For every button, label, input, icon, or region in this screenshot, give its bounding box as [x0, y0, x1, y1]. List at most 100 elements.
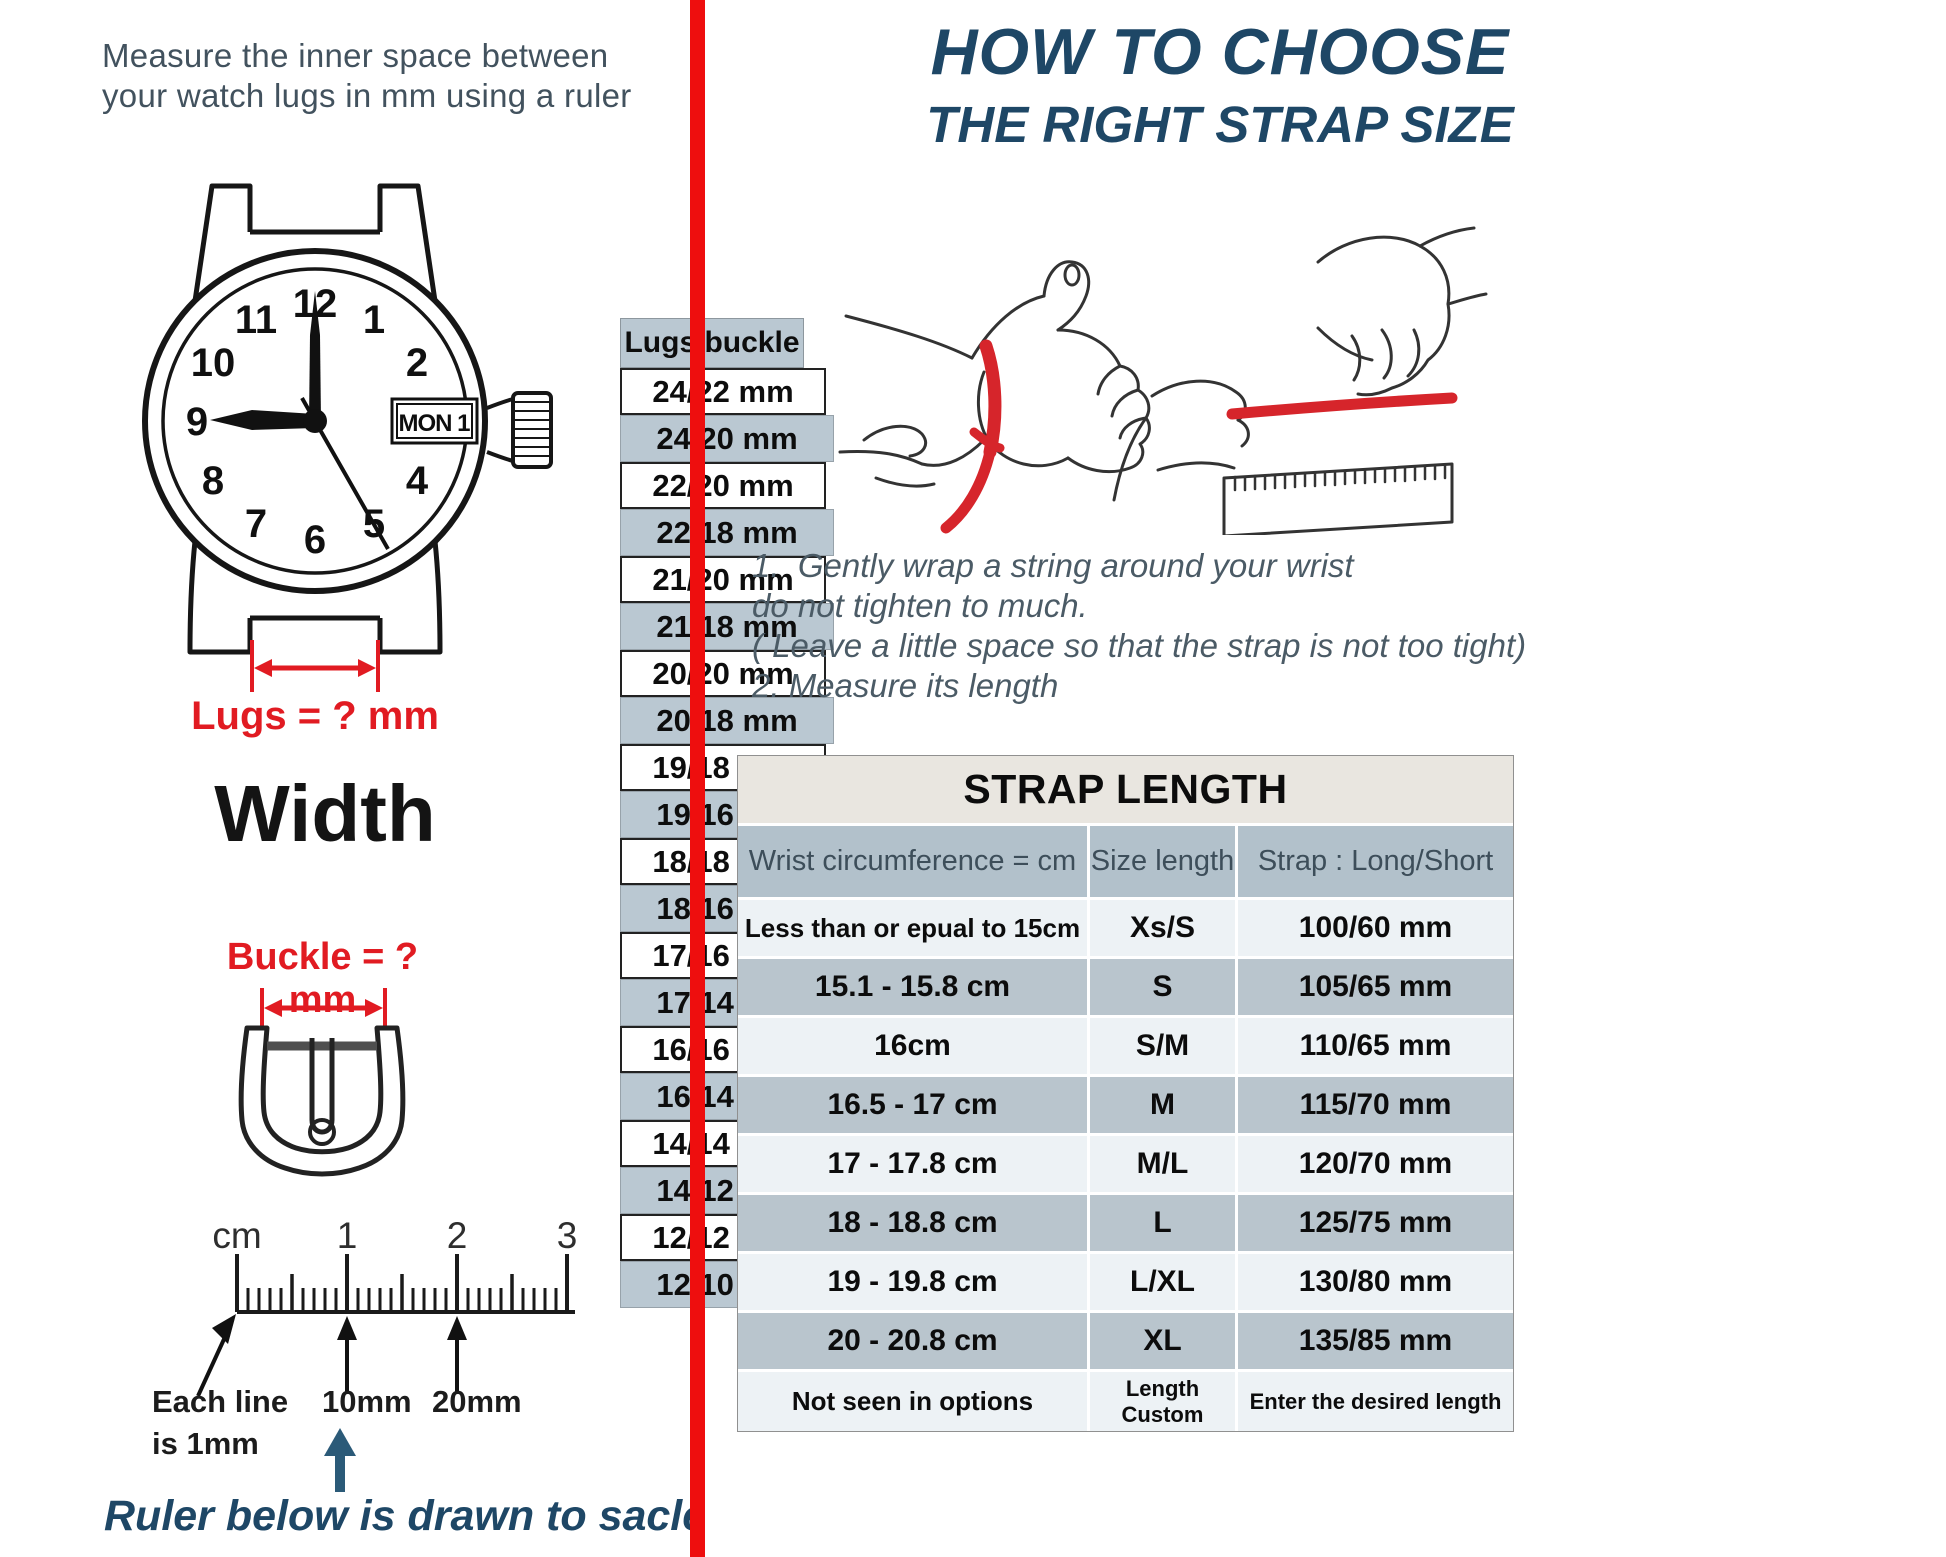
watch-bottom-lugs: [187, 540, 443, 655]
size-list-item: 20/18 mm: [620, 697, 834, 744]
clock-number: 8: [202, 459, 224, 503]
lugs-measure-arrow-icon: [250, 640, 380, 692]
watch-top-lugs: [192, 183, 438, 302]
table-cell: Enter the desired length: [1249, 1388, 1502, 1414]
ruler-tick-label: 2: [447, 1215, 468, 1256]
buckle-prong-tip: [308, 1118, 336, 1146]
column-header: Size length: [1090, 826, 1238, 897]
buckle-measure-label: Buckle = ? mm: [226, 936, 419, 1021]
ruler-illustration: cm 1 2 3 Each line is 1mm 10mm 20mm: [152, 1215, 577, 1492]
table-cell: 115/70 mm: [1299, 1088, 1452, 1121]
page-title-line-2: THE RIGHT STRAP SIZE: [926, 96, 1514, 153]
small-ruler-illustration: [1222, 462, 1454, 535]
table-cell: 16cm: [738, 1018, 1090, 1074]
size-list-header: Lugs/buckle: [620, 318, 804, 368]
clock-number: 2: [406, 341, 428, 385]
intro-line-2: your watch lugs in mm using a ruler: [102, 77, 632, 114]
table-cell: M: [1090, 1077, 1238, 1133]
table-cell: 100/60 mm: [1298, 911, 1453, 944]
pointer-arrow-icons: [196, 1314, 467, 1397]
ruler-notes: Each line is 1mm 10mm 20mm: [152, 1384, 522, 1461]
date-window-text: MON 1: [398, 410, 470, 437]
up-arrow-icon: [324, 1428, 356, 1492]
minute-hand: [309, 291, 321, 421]
intro-text: Measure the inner space between your wat…: [102, 36, 632, 116]
red-string-straight-icon: [1226, 392, 1458, 420]
table-cell: 16.5 - 17 cm: [738, 1077, 1090, 1133]
clock-number: 4: [406, 459, 429, 503]
intro-line-1: Measure the inner space between: [102, 37, 609, 74]
red-divider: [690, 0, 705, 1557]
page-title: HOW TO CHOOSE THE RIGHT STRAP SIZE: [870, 14, 1570, 154]
table-cell: 135/85 mm: [1298, 1324, 1453, 1357]
clock-number: 7: [245, 502, 267, 546]
table-row: 18 - 18.8 cm L 125/75 mm: [738, 1195, 1513, 1254]
table-cell: 130/80 mm: [1298, 1265, 1453, 1298]
ruler-ticks: [235, 1254, 575, 1314]
table-row: 15.1 - 15.8 cm S 105/65 mm: [738, 959, 1513, 1018]
width-label: Width: [214, 769, 436, 858]
table-cell: S/M: [1090, 1018, 1238, 1074]
page-title-line-1: HOW TO CHOOSE: [930, 15, 1510, 88]
table-cell: Length Custom: [1090, 1372, 1238, 1431]
ruler-tick-label: 1: [337, 1215, 358, 1256]
table-cell: 15.1 - 15.8 cm: [738, 959, 1090, 1015]
instruction-line: do not tighten to much.: [752, 587, 1088, 624]
table-cell: 120/70 mm: [1298, 1147, 1453, 1180]
column-header: Wrist circumference = cm: [738, 826, 1090, 897]
clock-number: 6: [304, 518, 326, 562]
column-header: Strap : Long/Short: [1257, 845, 1494, 877]
twenty-mm-label: 20mm: [432, 1384, 522, 1419]
table-row: 16cm S/M 110/65 mm: [738, 1018, 1513, 1077]
buckle-measure-arrow-icon: [260, 988, 387, 1026]
table-cell: S: [1090, 959, 1238, 1015]
clock-number: 1: [363, 298, 385, 342]
watch-crown: [486, 391, 553, 469]
wrist-measure-illustration: [838, 226, 1488, 535]
instruction-line: 1. Gently wrap a string around your wris…: [752, 547, 1354, 584]
table-cell: 110/65 mm: [1299, 1029, 1452, 1062]
table-header-row: Wrist circumference = cm Size length Str…: [738, 826, 1513, 900]
table-cell: M/L: [1090, 1136, 1238, 1192]
ruler-unit-label: cm: [212, 1215, 261, 1256]
size-list-item: 22/20 mm: [620, 462, 826, 509]
size-list-item: 20/20 mm: [620, 650, 826, 697]
table-cell: Not seen in options: [738, 1372, 1090, 1431]
clock-number: 11: [235, 298, 277, 342]
table-cell: XL: [1090, 1313, 1238, 1369]
instruction-line: 2. Measure its length: [752, 667, 1059, 704]
watch-dial-numbers: 12 1 2 4 5 6 7 8 9 10 11: [186, 282, 429, 562]
scale-note: Ruler below is drawn to sacle: [104, 1492, 707, 1540]
table-cell: 18 - 18.8 cm: [738, 1195, 1090, 1251]
ten-mm-label: 10mm: [322, 1384, 412, 1419]
table-cell: Xs/S: [1090, 900, 1238, 956]
table-title: STRAP LENGTH: [738, 756, 1513, 826]
buckle-prong: [309, 1038, 335, 1135]
hour-hand: [210, 410, 315, 430]
ruler-scale-labels: cm 1 2 3: [212, 1215, 577, 1256]
each-line-note-2: is 1mm: [152, 1426, 259, 1461]
table-cell: Less than or epual to 15cm: [738, 900, 1090, 956]
red-string-icon: [940, 339, 1005, 534]
table-row: 16.5 - 17 cm M 115/70 mm: [738, 1077, 1513, 1136]
size-list-item: 21/20 mm: [620, 556, 826, 603]
watch-case-outer: [142, 248, 488, 594]
each-line-note-1: Each line: [152, 1384, 288, 1419]
buckle-illustration: [238, 988, 406, 1177]
table-row: 20 - 20.8 cm XL 135/85 mm: [738, 1313, 1513, 1372]
table-cell: L: [1090, 1195, 1238, 1251]
size-list-item: 22/18 mm: [620, 509, 834, 556]
table-cell: 19 - 19.8 cm: [738, 1254, 1090, 1310]
table-row: Not seen in options Length Custom Enter …: [738, 1372, 1513, 1431]
clock-number: 9: [186, 400, 208, 444]
instructions: 1. Gently wrap a string around your wris…: [752, 546, 1532, 706]
clock-number: 10: [191, 341, 236, 385]
table-cell: 105/65 mm: [1298, 970, 1453, 1003]
date-window: MON 1: [390, 397, 479, 445]
measure-string-illustration: [1112, 226, 1488, 502]
strap-length-table: STRAP LENGTH Wrist circumference = cm Si…: [737, 755, 1514, 1432]
table-cell: 125/75 mm: [1298, 1206, 1453, 1239]
table-cell: 20 - 20.8 cm: [738, 1313, 1090, 1369]
table-row: 17 - 17.8 cm M/L 120/70 mm: [738, 1136, 1513, 1195]
